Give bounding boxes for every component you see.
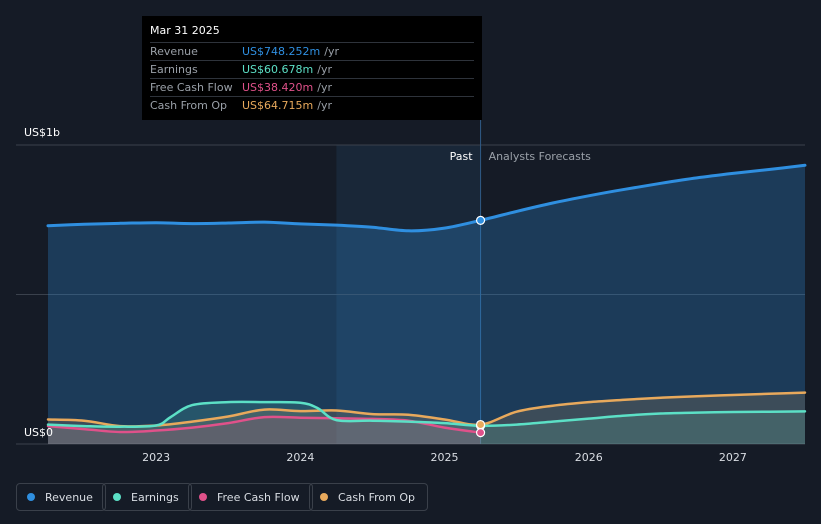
line-cash-from-op <box>46 391 807 428</box>
tooltip-unit: /yr <box>324 45 339 58</box>
tooltip-value: US$64.715m <box>242 99 314 112</box>
tooltip-row-free-cash-flow: Free Cash Flow US$38.420m /yr <box>150 78 474 96</box>
legend-label: Revenue <box>45 490 93 504</box>
tooltip-value: US$748.252m <box>242 45 321 58</box>
tooltip-unit: /yr <box>317 63 332 76</box>
legend-dot-icon <box>199 493 207 501</box>
tooltip-date: Mar 31 2025 <box>150 24 220 37</box>
legend-dot-icon <box>320 493 328 501</box>
y-axis-label-bottom: US$0 <box>24 426 54 439</box>
tooltip-label: Cash From Op <box>150 99 228 112</box>
legend-item-cash-from-op[interactable]: Cash From Op <box>309 483 429 511</box>
legend-dot-icon <box>27 493 35 501</box>
legend-item-revenue[interactable]: Revenue <box>16 483 106 511</box>
area-cash-from-op <box>48 392 805 444</box>
area-revenue <box>48 165 805 445</box>
tooltip-row-earnings: Earnings US$60.678m /yr <box>150 60 474 78</box>
tooltip-label: Earnings <box>150 63 198 76</box>
legend-label: Earnings <box>131 490 179 504</box>
legend-label: Free Cash Flow <box>217 490 300 504</box>
tooltip-unit: /yr <box>317 99 332 112</box>
forecast-label: Analysts Forecasts <box>489 150 592 163</box>
tooltip-value: US$38.420m <box>242 81 314 94</box>
x-tick-label: 2025 <box>431 451 459 464</box>
tooltip-row-cash-from-op: Cash From Op US$64.715m /yr <box>150 96 474 114</box>
y-axis-label-top: US$1b <box>24 126 61 139</box>
past-label: Past <box>450 150 474 163</box>
tooltip-label: Revenue <box>150 45 198 58</box>
legend-dot-icon <box>113 493 121 501</box>
marker-free-cash-flow <box>475 428 486 438</box>
x-tick-label: 2023 <box>142 451 170 464</box>
x-tick-label: 2026 <box>575 451 603 464</box>
tooltip-row-revenue: Revenue US$748.252m /yr <box>150 42 474 60</box>
x-tick-label: 2024 <box>286 451 314 464</box>
marker-revenue <box>475 215 486 225</box>
legend-label: Cash From Op <box>338 490 416 504</box>
legend-item-free-cash-flow[interactable]: Free Cash Flow <box>188 483 313 511</box>
legend-item-earnings[interactable]: Earnings <box>102 483 192 511</box>
tooltip-value: US$60.678m <box>242 63 314 76</box>
tooltip-unit: /yr <box>317 81 332 94</box>
x-tick-label: 2027 <box>719 451 747 464</box>
marker-cash-from-op <box>475 419 486 430</box>
area-free-cash-flow <box>48 416 481 444</box>
line-earnings <box>46 400 807 428</box>
data-tooltip: Mar 31 2025 Revenue US$748.252m /yr Earn… <box>142 16 482 120</box>
tooltip-label: Free Cash Flow <box>150 81 233 94</box>
line-revenue <box>46 163 807 233</box>
